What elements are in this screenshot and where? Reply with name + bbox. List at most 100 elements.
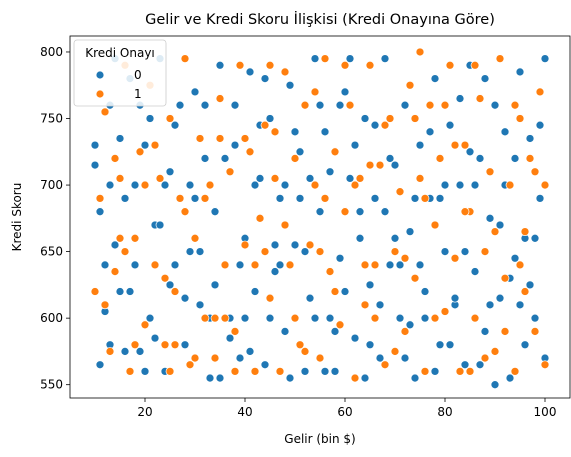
- data-point-0: [105, 180, 115, 190]
- data-point-1: [315, 353, 325, 363]
- data-point-1: [260, 247, 270, 256]
- data-point-1: [385, 114, 395, 123]
- points-layer: [90, 47, 550, 390]
- data-point-0: [490, 100, 500, 110]
- data-point-0: [455, 94, 465, 103]
- data-point-0: [290, 127, 300, 137]
- data-point-1: [235, 60, 245, 70]
- data-point-1: [350, 373, 360, 383]
- data-point-1: [290, 154, 300, 163]
- data-point-1: [100, 107, 110, 117]
- data-point-0: [485, 300, 495, 310]
- data-point-1: [285, 260, 295, 270]
- data-point-0: [320, 127, 330, 137]
- data-point-0: [375, 353, 385, 363]
- data-point-0: [250, 180, 260, 190]
- data-point-1: [100, 300, 110, 310]
- data-point-1: [265, 293, 275, 303]
- data-point-0: [165, 167, 175, 177]
- data-point-1: [255, 213, 265, 223]
- data-point-0: [365, 340, 375, 350]
- data-point-0: [330, 327, 340, 336]
- data-point-1: [320, 194, 330, 203]
- data-point-1: [460, 207, 470, 217]
- data-point-0: [380, 54, 390, 63]
- chart-title: Gelir ve Kredi Skoru İlişkisi (Kredi Ona…: [145, 10, 495, 28]
- data-point-0: [300, 247, 310, 256]
- data-point-0: [430, 74, 440, 83]
- data-point-0: [185, 180, 195, 190]
- data-point-0: [335, 253, 345, 263]
- data-point-0: [395, 313, 405, 323]
- data-point-0: [355, 207, 365, 217]
- data-point-0: [255, 174, 265, 183]
- data-point-1: [225, 167, 235, 177]
- legend-title: Kredi Onayı: [85, 46, 155, 60]
- x-tick-label: 100: [534, 405, 557, 419]
- data-point-1: [260, 120, 270, 130]
- legend-marker-1: [95, 89, 105, 99]
- data-point-1: [415, 174, 425, 183]
- data-point-0: [290, 240, 300, 250]
- data-point-0: [135, 347, 145, 356]
- data-point-1: [290, 313, 300, 323]
- data-point-0: [395, 260, 405, 270]
- data-point-1: [310, 180, 320, 190]
- data-point-0: [150, 333, 160, 343]
- y-axis: 550 600 650 700 750 800: [40, 45, 70, 392]
- data-point-0: [340, 287, 350, 296]
- data-point-0: [115, 134, 125, 143]
- data-point-1: [280, 220, 290, 230]
- data-point-0: [180, 293, 190, 303]
- data-point-0: [390, 160, 400, 170]
- data-point-1: [125, 367, 135, 376]
- data-point-0: [535, 120, 545, 130]
- data-point-0: [450, 293, 460, 303]
- data-point-0: [305, 293, 315, 303]
- data-point-1: [250, 367, 260, 376]
- data-point-1: [230, 327, 240, 336]
- data-point-0: [230, 100, 240, 110]
- data-point-0: [110, 240, 120, 250]
- data-point-0: [475, 154, 485, 163]
- data-point-1: [440, 100, 450, 110]
- data-point-0: [365, 280, 375, 290]
- data-point-1: [210, 313, 220, 323]
- data-point-1: [515, 260, 525, 270]
- data-point-0: [440, 180, 450, 190]
- data-point-1: [160, 340, 170, 350]
- data-point-1: [305, 240, 315, 250]
- data-point-0: [240, 313, 250, 323]
- y-tick-label: 800: [40, 45, 63, 59]
- data-point-1: [420, 194, 430, 203]
- data-point-1: [135, 147, 145, 157]
- data-point-0: [435, 194, 445, 203]
- data-point-0: [190, 194, 200, 203]
- data-point-1: [485, 167, 495, 177]
- data-point-1: [460, 140, 470, 150]
- data-point-0: [320, 367, 330, 376]
- data-point-1: [360, 300, 370, 310]
- data-point-1: [430, 313, 440, 323]
- data-point-1: [365, 60, 375, 70]
- data-point-0: [285, 373, 295, 383]
- data-point-0: [360, 114, 370, 123]
- data-point-0: [485, 213, 495, 223]
- data-point-0: [360, 373, 370, 383]
- data-point-1: [130, 340, 140, 350]
- legend-box: [73, 39, 167, 107]
- data-point-1: [515, 114, 525, 123]
- data-point-1: [270, 174, 280, 183]
- data-point-1: [190, 233, 200, 243]
- data-point-0: [95, 360, 105, 370]
- data-point-0: [350, 140, 360, 150]
- data-point-1: [445, 60, 455, 70]
- data-point-1: [250, 260, 260, 270]
- data-point-1: [325, 267, 335, 276]
- data-point-1: [115, 174, 125, 183]
- data-point-0: [445, 120, 455, 130]
- data-point-0: [185, 247, 195, 256]
- data-point-1: [345, 100, 355, 110]
- data-point-0: [115, 287, 125, 296]
- data-point-0: [385, 260, 395, 270]
